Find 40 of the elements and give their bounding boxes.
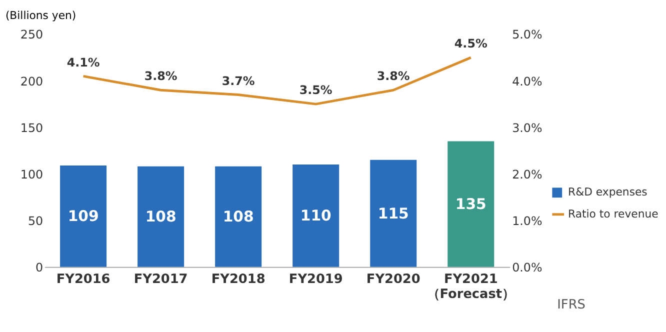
data-label: 135	[455, 196, 486, 214]
text: IFRS	[557, 297, 586, 312]
x-tick-label: FY2017	[134, 272, 188, 288]
data-label: 4.5%	[454, 36, 488, 51]
y-tick-label: 50	[28, 214, 44, 228]
bar	[448, 141, 494, 267]
y-tick-label: 150	[20, 120, 44, 135]
y-tick-label: 250	[20, 28, 44, 42]
y2-tick-label: 1.0%	[512, 214, 542, 228]
legend-label: Ratio to revenue	[568, 207, 659, 220]
y2-tick-label: 4.0%	[512, 74, 542, 88]
data-label: 3.8%	[144, 69, 178, 84]
y2-tick-label: 3.0%	[512, 120, 542, 135]
y-tick-label: 200	[20, 74, 44, 88]
x-tick-label: FY2018	[211, 272, 266, 288]
data-label: 3.5%	[299, 83, 332, 98]
y-tick-label: 100	[20, 167, 44, 182]
y2-tick-label: 5.0%	[512, 28, 542, 42]
data-label: 3.8%	[376, 69, 410, 84]
data-label: 108	[222, 208, 254, 226]
x-tick-label: FY2019	[288, 272, 343, 288]
data-label: 110	[300, 208, 332, 225]
legend-label: R&D expenses	[568, 186, 648, 199]
bar	[138, 166, 184, 267]
y-tick-label: 0	[36, 260, 44, 274]
bar	[60, 165, 107, 267]
y2-tick-label: 2.0%	[512, 167, 542, 182]
data-label: 108	[145, 208, 176, 226]
bar	[215, 166, 262, 267]
data-label: 115	[378, 205, 409, 222]
data-label: 4.1%	[66, 55, 100, 70]
x-tick-label: FY2020	[366, 272, 420, 288]
x-tick-label: FY2016	[56, 272, 110, 288]
x-tick-label: FY2021 （Forecast）	[426, 272, 516, 302]
bar	[292, 164, 340, 267]
data-label: 3.7%	[222, 74, 255, 88]
data-label: 109	[68, 208, 99, 226]
bar	[370, 160, 417, 267]
y-axis-title: (Billions yen)	[5, 8, 76, 22]
y2-tick-label: 0.0%	[512, 260, 542, 274]
